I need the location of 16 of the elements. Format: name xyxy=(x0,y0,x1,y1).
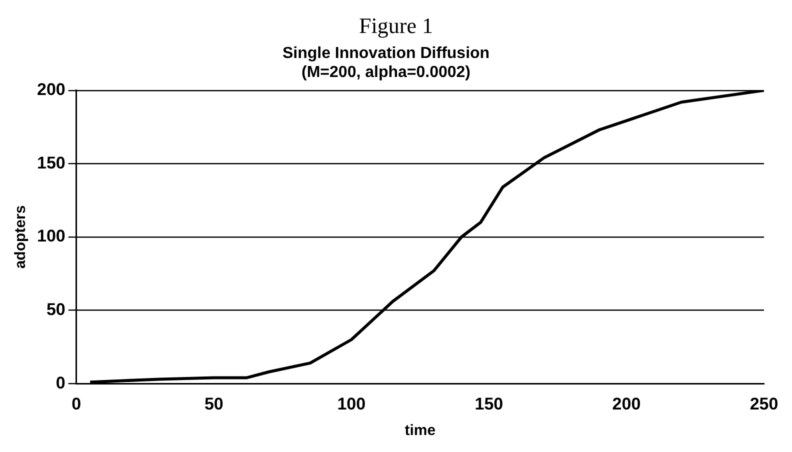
y-axis-title: adopters xyxy=(12,205,30,269)
chart-subtitle: (M=200, alpha=0.0002) xyxy=(302,64,470,82)
y-tick-label: 100 xyxy=(36,226,66,246)
x-tick-label: 150 xyxy=(474,394,504,414)
x-tick-label: 200 xyxy=(612,394,641,414)
y-tick-label: 200 xyxy=(36,80,66,100)
x-tick-label: 50 xyxy=(204,394,224,414)
y-tick-label: 0 xyxy=(56,373,66,392)
y-tick-label: 50 xyxy=(46,300,66,319)
x-tick-label: 0 xyxy=(72,394,82,414)
x-axis-title: time xyxy=(404,422,436,440)
y-tick-label: 150 xyxy=(36,153,66,172)
chart-title: Single Innovation Diffusion xyxy=(282,45,490,62)
x-tick-label: 100 xyxy=(337,394,366,414)
caption: Figure 1 xyxy=(358,12,434,40)
x-tick-label: 250 xyxy=(750,394,778,414)
